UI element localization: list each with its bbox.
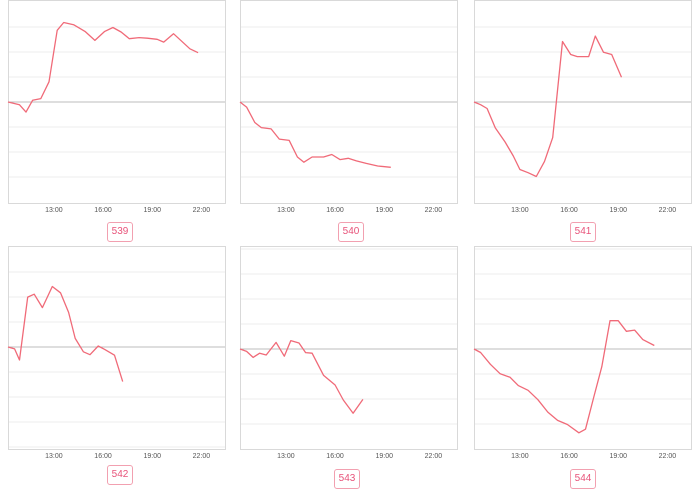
- line-chart-544: 13:00 16:00 19:00 22:00: [473, 246, 692, 460]
- x-tick-label: 22:00: [425, 453, 443, 460]
- line-chart-539: 13:00 16:00 19:00 22:00: [7, 0, 226, 214]
- chart-id-badge: 540: [338, 222, 364, 242]
- chart-id-badge: 541: [570, 222, 596, 242]
- line-chart-540: 13:00 16:00 19:00 22:00: [239, 0, 458, 214]
- x-tick-label: 22:00: [659, 207, 677, 214]
- plot-frame: [240, 246, 458, 450]
- series-line: [473, 320, 655, 434]
- x-tick-label: 16:00: [94, 453, 112, 460]
- chart-panel-541: 13:00 16:00 19:00 22:00: [473, 0, 692, 220]
- x-tick-label: 16:00: [560, 453, 578, 460]
- x-tick-label: 13:00: [277, 453, 295, 460]
- chart-panel-543: 13:00 16:00 19:00 22:00: [239, 246, 458, 466]
- x-tick-label: 19:00: [375, 207, 393, 214]
- chart-panel-539: 13:00 16:00 19:00 22:00: [7, 0, 226, 220]
- x-tick-label: 22:00: [193, 453, 211, 460]
- x-tick-label: 19:00: [143, 453, 161, 460]
- series-line: [239, 101, 391, 168]
- x-tick-label: 13:00: [511, 207, 529, 214]
- chart-id-badge: 544: [570, 469, 596, 489]
- x-tick-label: 19:00: [609, 207, 627, 214]
- series-line: [7, 285, 124, 382]
- chart-panel-542: 13:00 16:00 19:00 22:00: [7, 246, 226, 466]
- series-line: [473, 35, 623, 178]
- series-line: [239, 339, 364, 414]
- x-tick-label: 13:00: [45, 207, 63, 214]
- plot-frame: [474, 246, 692, 450]
- x-tick-label: 19:00: [143, 207, 161, 214]
- plot-frame: [8, 246, 226, 450]
- x-tick-label: 13:00: [45, 453, 63, 460]
- x-tick-label: 16:00: [326, 453, 344, 460]
- line-chart-543: 13:00 16:00 19:00 22:00: [239, 246, 458, 460]
- chart-id-badge: 543: [334, 469, 360, 489]
- chart-panel-544: 13:00 16:00 19:00 22:00: [473, 246, 692, 466]
- x-tick-label: 13:00: [511, 453, 529, 460]
- chart-id-badge: 539: [107, 222, 133, 242]
- chart-id-badge: 542: [107, 465, 133, 485]
- chart-panel-540: 13:00 16:00 19:00 22:00: [239, 0, 458, 220]
- series-line: [7, 21, 199, 113]
- x-tick-label: 22:00: [659, 453, 677, 460]
- x-tick-label: 13:00: [277, 207, 295, 214]
- x-tick-label: 19:00: [375, 453, 393, 460]
- line-chart-542: 13:00 16:00 19:00 22:00: [7, 246, 226, 460]
- x-tick-label: 22:00: [425, 207, 443, 214]
- x-tick-label: 22:00: [193, 207, 211, 214]
- line-chart-541: 13:00 16:00 19:00 22:00: [473, 0, 692, 214]
- x-tick-label: 16:00: [326, 207, 344, 214]
- x-tick-label: 16:00: [94, 207, 112, 214]
- x-tick-label: 19:00: [609, 453, 627, 460]
- x-tick-label: 16:00: [560, 207, 578, 214]
